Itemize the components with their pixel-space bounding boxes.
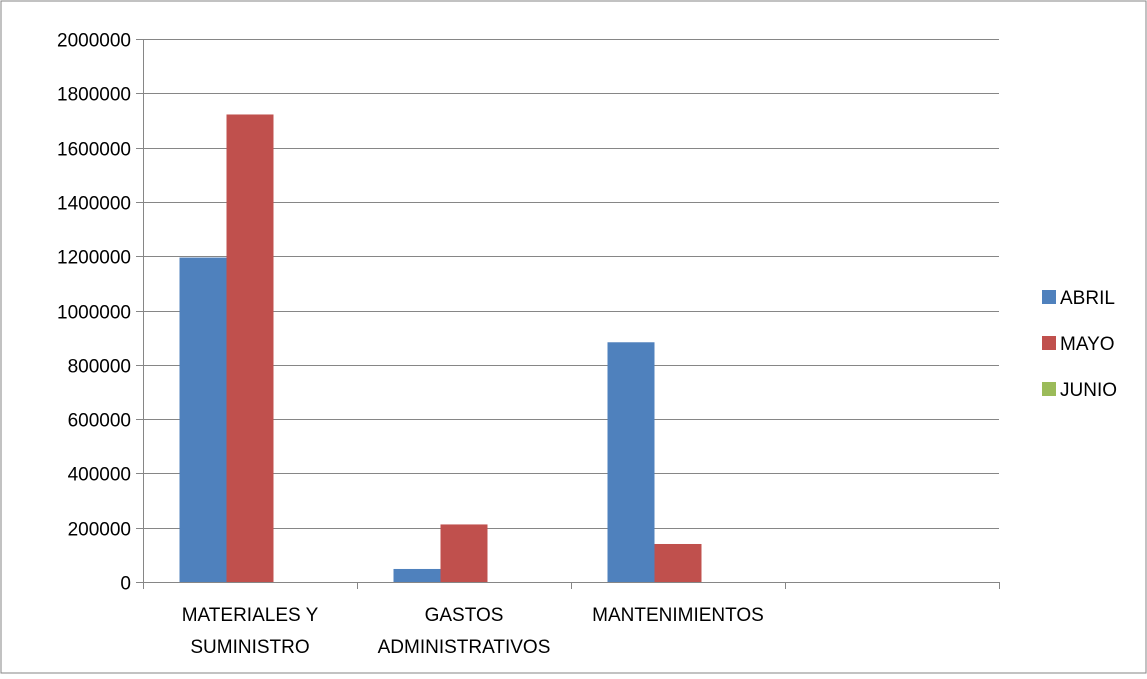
x-category-label: GASTOS [425,605,504,626]
y-tick-label: 400000 [68,465,131,486]
legend-label-mayo: MAYO [1060,334,1115,355]
legend-label-junio: JUNIO [1060,380,1117,401]
bar-abril [607,342,655,582]
x-category-label: MANTENIMIENTOS [592,605,764,626]
bars [179,114,702,583]
legend-swatch-junio [1042,382,1056,396]
bar-abril [393,568,441,582]
x-category-label: ADMINISTRATIVOS [378,637,551,658]
legend-label-abril: ABRIL [1060,288,1115,309]
legend: ABRIL MAYO JUNIO [1042,288,1117,401]
y-tick-label: 800000 [68,357,131,378]
y-tick-label: 1400000 [57,194,131,215]
legend-swatch-mayo [1042,336,1056,350]
gridlines [143,39,999,529]
bar-mayo [226,114,274,583]
bar-mayo [440,524,488,582]
y-tick-label: 2000000 [57,31,131,52]
bar-mayo [654,543,702,582]
y-tick-label: 600000 [68,411,131,432]
legend-swatch-abril [1042,290,1056,304]
y-tick-label: 1800000 [57,85,131,106]
y-tick-label: 0 [120,574,131,595]
x-category-label: SUMINISTRO [190,637,309,658]
y-tick-label: 200000 [68,520,131,541]
y-tick-label: 1200000 [57,248,131,269]
bar-abril [179,257,227,582]
y-tick-label: 1600000 [57,140,131,161]
y-tick-label: 1000000 [57,303,131,324]
x-category-label: MATERIALES Y [182,605,319,626]
axes: 0 200000 400000 600000 800000 1000000 1200000 1… [57,31,1000,658]
